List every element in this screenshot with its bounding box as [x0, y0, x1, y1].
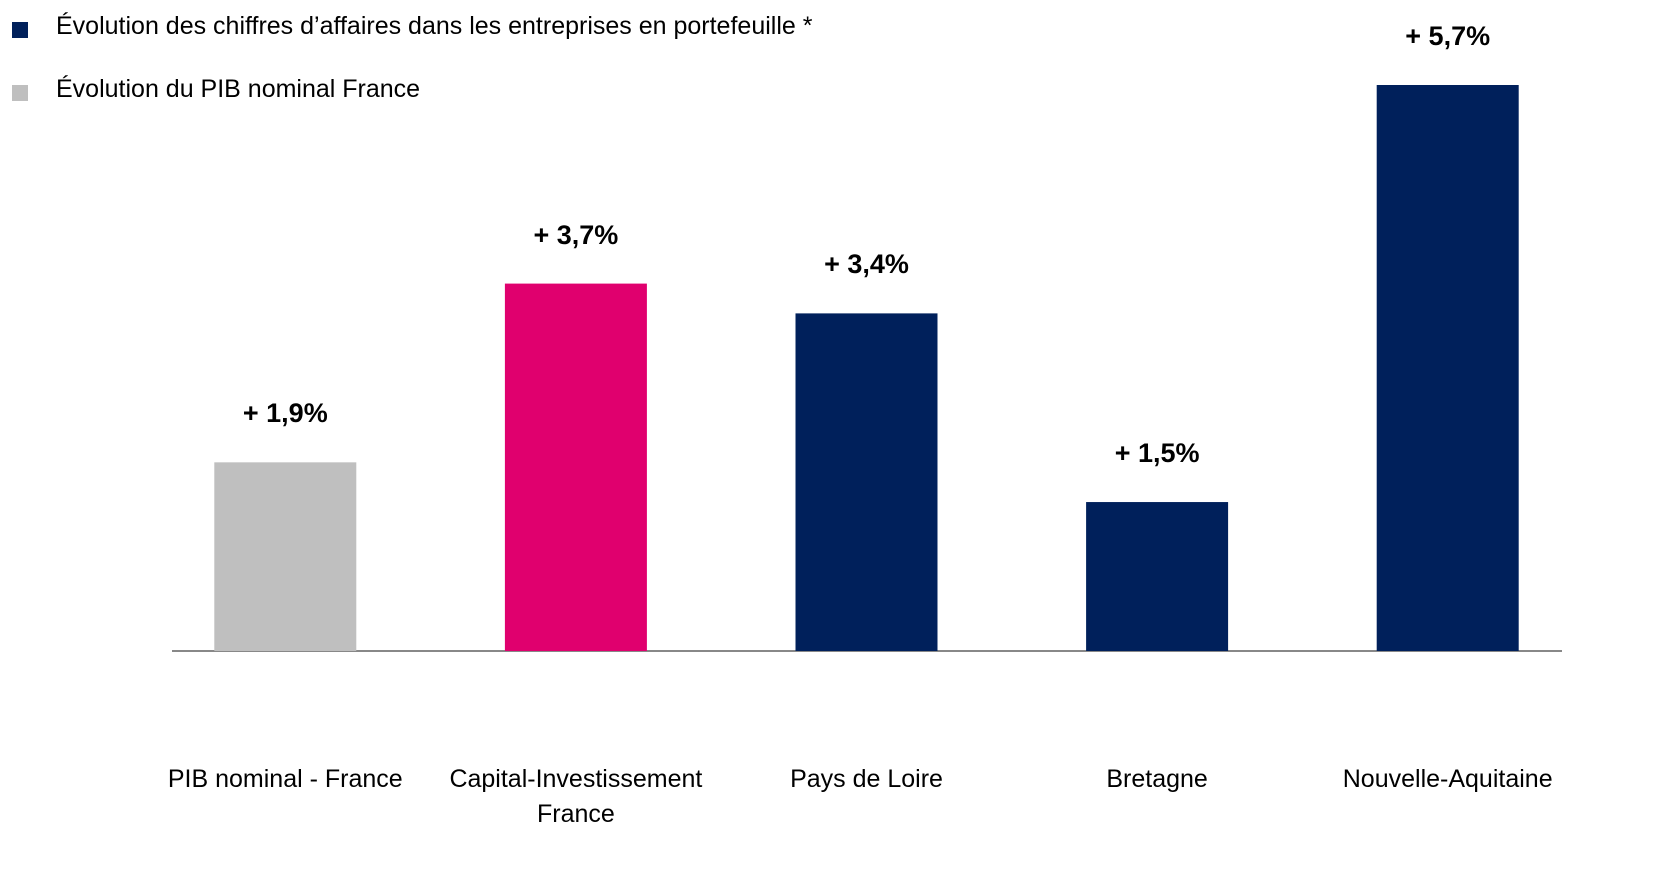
legend-label: Évolution du PIB nominal France	[56, 75, 421, 103]
legend-label: Évolution des chiffres d’affaires dans l…	[56, 12, 813, 40]
category-label: PIB nominal - France	[167, 765, 403, 793]
value-label: + 3,7%	[533, 219, 619, 250]
category-label: Nouvelle-Aquitaine	[1342, 765, 1553, 793]
legend-swatch	[12, 85, 28, 101]
category-label: Bretagne	[1106, 765, 1208, 793]
bar	[214, 462, 357, 651]
bar	[1376, 85, 1519, 651]
bar	[1086, 502, 1229, 651]
category-label: Capital-Investissement France	[449, 765, 703, 828]
bar	[504, 283, 647, 651]
value-label: + 1,9%	[242, 398, 328, 429]
category-label: Pays de Loire	[790, 765, 943, 793]
value-label: + 5,7%	[1405, 21, 1491, 51]
value-label: + 1,5%	[1114, 438, 1200, 469]
legend-swatch	[12, 22, 28, 38]
bar	[795, 313, 938, 651]
value-label: + 3,4%	[824, 249, 909, 280]
